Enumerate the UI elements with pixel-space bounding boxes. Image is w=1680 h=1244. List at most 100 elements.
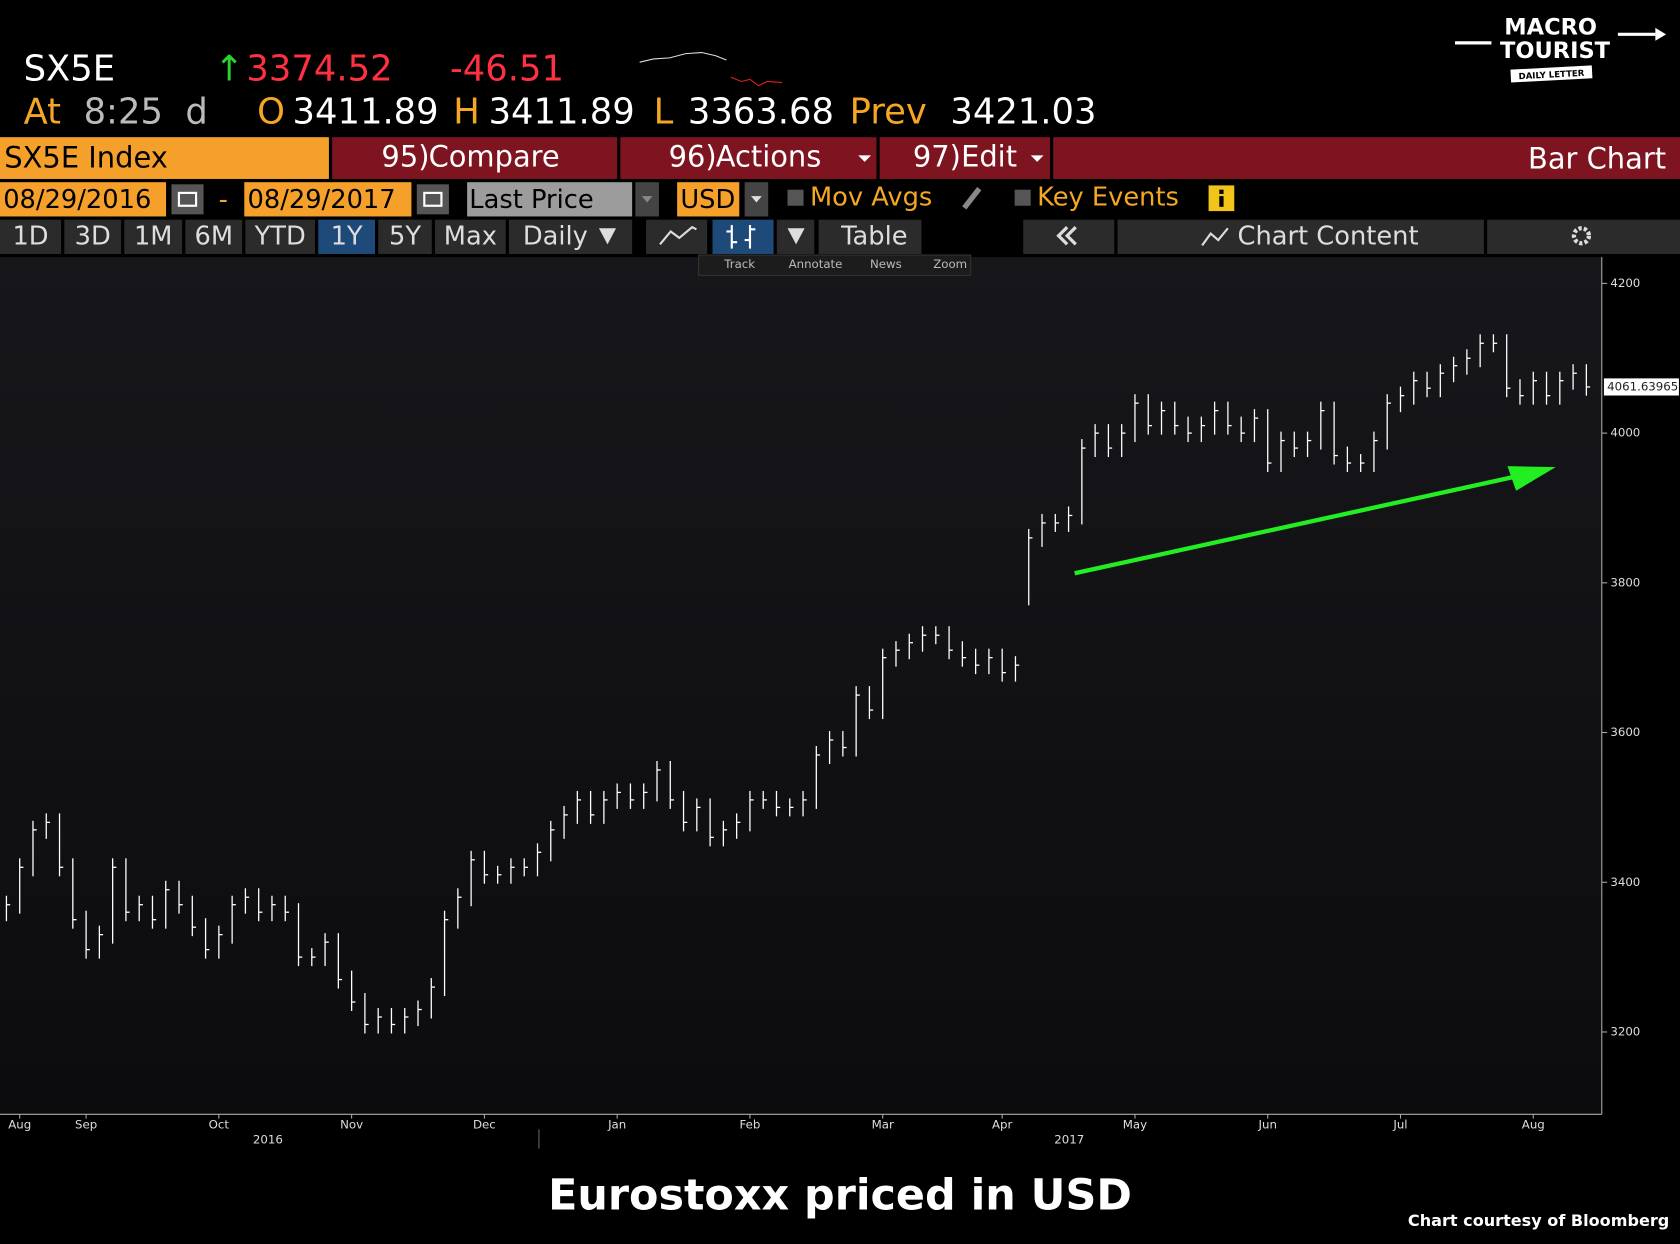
period-button[interactable]	[64, 219, 122, 254]
dropdown-arrow	[1030, 155, 1044, 162]
period-button[interactable]	[0, 219, 62, 254]
chart-kind: Bar Chart	[1528, 142, 1666, 176]
time: 8:25	[84, 92, 163, 133]
prev-label: Prev	[850, 92, 927, 133]
mov-avgs: Mov Avgs	[810, 183, 932, 213]
chart-tools: Track Annotate News Zoom	[698, 254, 972, 276]
actions-label: Actions	[716, 140, 822, 174]
table-label: Table	[840, 221, 907, 251]
tool-label[interactable]: Annotate	[789, 257, 843, 271]
high-value: 3411.89	[489, 92, 635, 133]
logo: MACRO TOURIST DAILY LETTER	[1455, 14, 1667, 83]
last-price: 3374.52	[246, 49, 392, 90]
actions-number: 96)	[669, 140, 717, 174]
trend-arrow	[1074, 473, 1520, 576]
line-chart-icon	[659, 225, 697, 246]
x-tick-label: Jan	[607, 1118, 626, 1132]
checkbox[interactable]	[1014, 189, 1031, 206]
period-label: Max	[444, 221, 497, 251]
y-tick-label: 3200	[1610, 1024, 1640, 1038]
periodicity: Daily	[523, 221, 588, 251]
dropdown-arrow	[641, 196, 653, 203]
period-label: 3D	[75, 221, 111, 251]
title-bar	[1053, 137, 1680, 179]
chart-content-button[interactable]	[1117, 219, 1484, 254]
period-label: 1Y	[331, 221, 363, 251]
logo-line2: TOURIST	[1500, 38, 1611, 64]
pencil-icon[interactable]	[962, 186, 982, 210]
info-glyph	[1219, 196, 1224, 207]
x-year-label: 2017	[1054, 1133, 1084, 1147]
x-tick-label: Mar	[872, 1118, 894, 1132]
x-tick-label: Aug	[8, 1118, 31, 1132]
x-year-label: 2016	[253, 1133, 283, 1147]
period-label: 1D	[12, 221, 48, 251]
y-tick-label: 3400	[1610, 875, 1640, 889]
info-glyph	[1219, 189, 1224, 194]
security-box[interactable]	[0, 137, 329, 179]
field-box[interactable]	[467, 182, 633, 217]
period-label: 6M	[194, 221, 233, 251]
x-tick-label: Oct	[209, 1118, 230, 1132]
y-tick-label: 3600	[1610, 725, 1640, 739]
calendar-icon[interactable]	[171, 184, 204, 215]
end-date: 08/29/2017	[247, 185, 395, 215]
x-tick-label: Feb	[740, 1118, 761, 1132]
logo-ribbon-text: DAILY LETTER	[1518, 69, 1585, 82]
edit-number: 97)	[913, 140, 961, 174]
end-date-box[interactable]	[244, 182, 412, 217]
edit-button[interactable]	[879, 137, 1050, 179]
start-date: 08/29/2016	[3, 185, 151, 215]
collapse-icon	[1056, 226, 1069, 246]
chart-content-icon	[1201, 227, 1229, 247]
x-tick-label: Sep	[75, 1118, 97, 1132]
time-label: At	[24, 92, 62, 133]
dropdown-arrow	[598, 228, 617, 245]
last-value-label: 4061.63965	[1607, 379, 1678, 393]
currency-box[interactable]	[677, 182, 740, 217]
caption: Eurostoxx priced in USD	[548, 1170, 1132, 1220]
period-label: 1M	[134, 221, 173, 251]
low-label: L	[654, 92, 674, 133]
period-label: 5Y	[389, 221, 421, 251]
period-button[interactable]	[378, 219, 432, 254]
x-tick-label: Apr	[992, 1118, 1013, 1132]
start-date-box[interactable]	[0, 182, 167, 217]
table-button[interactable]	[818, 219, 922, 254]
tool-label[interactable]: Track	[723, 257, 755, 271]
bar-chart-button[interactable]	[712, 219, 774, 254]
key-events: Key Events	[1037, 183, 1179, 213]
logo-arrowhead	[1655, 27, 1667, 41]
y-tick-label: 4200	[1610, 276, 1640, 290]
x-tick-label: May	[1123, 1118, 1147, 1132]
tool-label[interactable]: Zoom	[933, 257, 967, 271]
compare-label: Compare	[429, 140, 560, 174]
sparkline-down	[730, 76, 783, 87]
calendar-glyph	[423, 191, 443, 207]
actions-button[interactable]	[620, 137, 877, 179]
time-suffix: d	[185, 92, 207, 133]
tool-label[interactable]: News	[870, 257, 902, 271]
period-label: YTD	[254, 221, 306, 251]
credit: Chart courtesy of Bloomberg	[1408, 1211, 1669, 1230]
period-button[interactable]	[124, 219, 183, 254]
period-button[interactable]	[318, 219, 375, 254]
period-button[interactable]	[435, 219, 506, 254]
collapse-icon	[1064, 226, 1077, 246]
y-tick-label: 3800	[1610, 575, 1640, 589]
period-button[interactable]	[185, 219, 243, 254]
ticker: SX5E	[24, 49, 115, 90]
x-tick-label: Dec	[473, 1118, 496, 1132]
period-button[interactable]	[245, 219, 315, 254]
trend-arrowhead	[1507, 466, 1556, 491]
gear-icon	[1571, 226, 1592, 246]
compare-button[interactable]	[332, 137, 618, 179]
currency: USD	[680, 185, 735, 215]
settings-button[interactable]	[1487, 219, 1680, 254]
checkbox[interactable]	[787, 189, 804, 206]
periodicity-button[interactable]	[508, 219, 633, 254]
edit-label: Edit	[961, 140, 1017, 174]
calendar-icon[interactable]	[416, 184, 449, 215]
